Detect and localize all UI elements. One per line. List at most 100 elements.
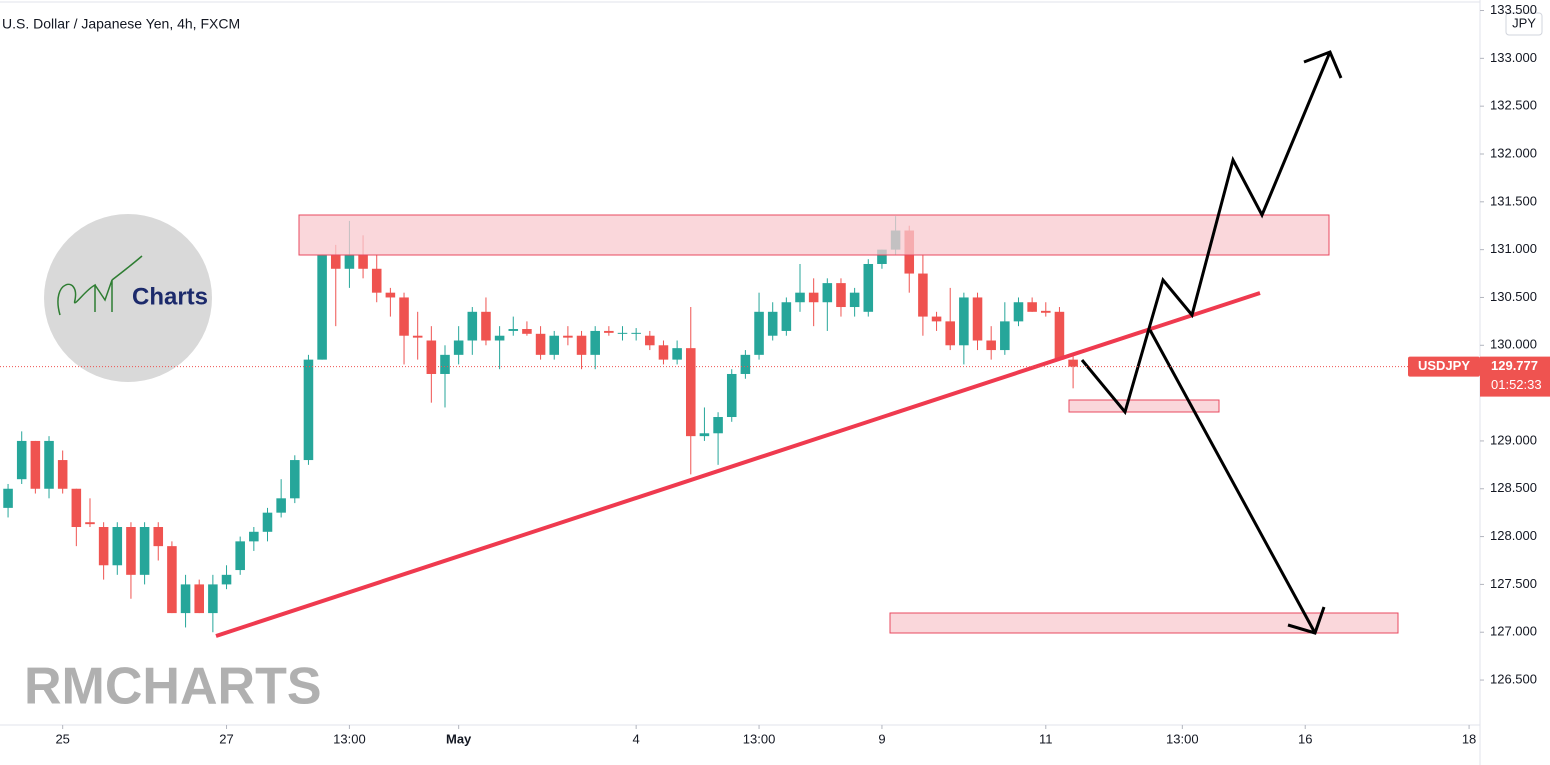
- candle-body: [645, 335, 655, 346]
- candle-body: [604, 330, 614, 333]
- candle-body: [672, 348, 682, 360]
- candle-body: [1013, 302, 1024, 322]
- candle-body: [1054, 311, 1065, 360]
- candle-body: [576, 335, 587, 355]
- chart-title: U.S. Dollar / Japanese Yen, 4h, FXCM: [2, 16, 240, 32]
- candle-body: [57, 460, 68, 489]
- candle-body: [412, 335, 423, 338]
- candle-body: [344, 254, 355, 269]
- plot: [3, 216, 1078, 633]
- candle-body: [863, 263, 874, 312]
- logo-text: Charts: [132, 283, 208, 310]
- candle-body: [467, 311, 478, 341]
- candle-body: [194, 584, 204, 614]
- y-tick-label: 128.500: [1490, 480, 1537, 495]
- x-tick-label: May: [446, 731, 472, 746]
- y-tick-label: 131.000: [1490, 241, 1537, 256]
- candle-body: [98, 527, 109, 566]
- currency-box: [1505, 12, 1543, 36]
- trendline: [215, 291, 1261, 638]
- candle-body: [699, 433, 710, 437]
- candle-body: [153, 527, 164, 547]
- candle-body: [30, 440, 41, 489]
- y-tick-label: 132.500: [1490, 98, 1537, 113]
- arrow-head: [1303, 50, 1343, 79]
- candle-body: [713, 417, 723, 434]
- y-tick-label: 126.500: [1490, 671, 1537, 686]
- candle-body: [85, 522, 95, 525]
- candle-body: [371, 268, 382, 293]
- candle-body: [740, 354, 751, 374]
- candle-body: [44, 440, 54, 489]
- x-tick-label: 13:00: [333, 731, 366, 746]
- candle-body: [631, 332, 641, 334]
- x-tick-label: 13:00: [743, 731, 776, 746]
- candle-body: [535, 333, 546, 355]
- candle-body: [617, 332, 628, 334]
- y-tick-label: 131.500: [1490, 193, 1537, 208]
- x-tick-label: 13:00: [1166, 731, 1199, 746]
- x-tick-label: 4: [633, 731, 640, 746]
- y-tick-label: 133.000: [1490, 50, 1537, 65]
- y-tick-label: 129.000: [1490, 432, 1537, 447]
- candle-body: [385, 292, 396, 298]
- x-tick-label: 25: [55, 731, 69, 746]
- candle-body: [808, 292, 819, 303]
- candle-body: [508, 329, 519, 331]
- candle-body: [549, 335, 560, 355]
- candle-body: [658, 345, 669, 360]
- candle-body: [1027, 302, 1037, 312]
- candle-body: [71, 488, 82, 528]
- candle-body: [726, 373, 737, 418]
- candle-body: [685, 348, 696, 437]
- y-tick-label: 130.000: [1490, 337, 1537, 352]
- watermark: RMCHARTS: [24, 658, 322, 716]
- x-tick-label: 9: [878, 731, 885, 746]
- candle-body: [795, 292, 805, 303]
- y-tick-label: 132.000: [1490, 145, 1537, 160]
- candle-body: [180, 584, 191, 614]
- candle-body: [959, 297, 969, 346]
- logo-signature: [57, 255, 143, 316]
- candle-body: [453, 340, 464, 355]
- arrow-head: [1287, 606, 1326, 635]
- candle-body: [836, 283, 846, 308]
- candle-body: [931, 316, 942, 322]
- x-tick-label: 11: [1039, 731, 1053, 746]
- candle-body: [972, 297, 983, 341]
- candle-body: [849, 292, 860, 308]
- candle-body: [330, 254, 341, 269]
- candle-body: [276, 498, 286, 513]
- candle-body: [303, 359, 314, 461]
- candle-body: [1041, 310, 1051, 313]
- candle-body: [522, 329, 532, 334]
- candle-body: [1000, 321, 1010, 351]
- candle-body: [249, 531, 259, 542]
- candle-body: [1068, 359, 1078, 367]
- candle-body: [358, 254, 368, 269]
- support-zone: [1068, 399, 1220, 413]
- bear-path: [1148, 329, 1317, 634]
- candle-body: [262, 512, 273, 532]
- candle-body: [139, 527, 150, 575]
- y-tick-label: 127.500: [1490, 576, 1537, 591]
- candle-body: [3, 488, 13, 508]
- x-tick-label: 27: [219, 731, 233, 746]
- candle-body: [918, 273, 928, 317]
- candle-body: [986, 340, 996, 351]
- candle-body: [945, 321, 955, 346]
- candle-body: [754, 311, 764, 355]
- bull-path: [1080, 51, 1332, 416]
- y-tick-label: 128.000: [1490, 528, 1537, 543]
- y-tick-label: 127.000: [1490, 624, 1537, 639]
- currency: JPY: [1512, 15, 1536, 30]
- candle-body: [781, 302, 792, 331]
- x-tick-label: 16: [1298, 731, 1312, 746]
- candle-body: [426, 340, 437, 374]
- candle-body: [590, 330, 600, 355]
- candle-body: [16, 440, 27, 480]
- candle-body: [235, 541, 245, 571]
- candle-body: [767, 311, 778, 336]
